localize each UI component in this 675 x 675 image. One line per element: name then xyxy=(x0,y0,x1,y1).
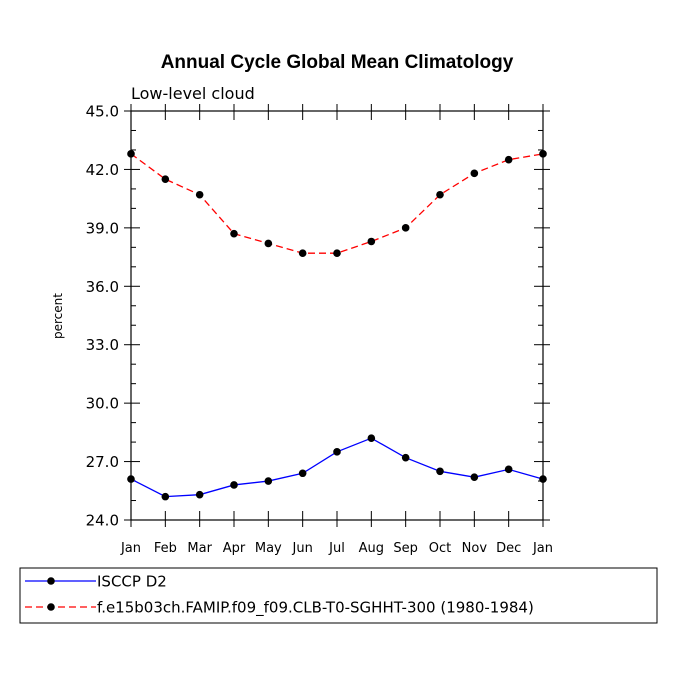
series-2-point xyxy=(264,239,273,248)
series-1-point xyxy=(504,465,513,474)
series-2-point xyxy=(333,249,341,257)
legend-label-1: ISCCP D2 xyxy=(97,573,167,591)
series-1-point xyxy=(401,453,410,462)
series-2-point xyxy=(161,175,170,183)
series-2-point xyxy=(401,224,410,232)
x-tick-labels: Jan Feb Mar Apr May Jun Jul Aug Sep Oct Nov Dec Jan xyxy=(120,541,553,556)
series-1-point xyxy=(264,477,273,485)
x-tick-label: Apr xyxy=(223,541,246,556)
series-1-point xyxy=(436,467,444,476)
legend: ISCCP D2 f.e15b03ch.FAMIP.f09_f09.CLB-T0-… xyxy=(25,573,534,618)
series-1-point xyxy=(161,492,170,501)
series-1-point xyxy=(230,481,238,489)
legend-box xyxy=(19,567,658,624)
axis-ticks xyxy=(124,104,550,527)
plot-frame xyxy=(130,110,544,521)
y-tick-label: 27.0 xyxy=(86,453,119,471)
series-1-point xyxy=(298,469,307,478)
chart-subtitle: Low-level cloud xyxy=(131,84,255,103)
legend-label-2: f.e15b03ch.FAMIP.f09_f09.CLB-T0-SGHHT-30… xyxy=(97,599,534,618)
x-tick-label: Jan xyxy=(532,541,553,556)
x-tick-label: Jul xyxy=(328,541,345,556)
y-tick-label: 39.0 xyxy=(86,219,119,237)
series-2-point xyxy=(470,169,479,178)
x-tick-label: Aug xyxy=(359,541,384,556)
legend-marker-1 xyxy=(47,577,55,585)
series-2-point xyxy=(436,190,444,199)
series-2-point xyxy=(539,150,547,158)
y-axis-label: percent xyxy=(51,293,65,339)
series-line-2 xyxy=(130,153,544,254)
series-1-point xyxy=(470,473,479,481)
series-2-point xyxy=(127,150,135,158)
series-2-point xyxy=(298,249,307,257)
y-tick-label: 45.0 xyxy=(86,103,119,121)
y-tick-label: 33.0 xyxy=(86,336,119,354)
x-tick-label: Sep xyxy=(393,541,418,556)
x-tick-label: Jun xyxy=(292,541,313,556)
series-1-point xyxy=(333,448,341,456)
y-tick-label: 42.0 xyxy=(86,161,119,179)
series-group xyxy=(127,150,547,501)
y-tick-label: 36.0 xyxy=(86,278,119,296)
legend-marker-2 xyxy=(47,603,55,611)
x-tick-label: Mar xyxy=(187,541,212,556)
x-tick-label: Feb xyxy=(154,541,177,556)
x-tick-label: Jan xyxy=(120,541,141,556)
series-2-point xyxy=(230,229,238,238)
series-2-point xyxy=(367,237,376,246)
series-1-point xyxy=(195,490,204,499)
chart-title: Annual Cycle Global Mean Climatology xyxy=(161,52,514,73)
series-1-point xyxy=(367,434,376,443)
series-1-point xyxy=(127,475,135,483)
series-line-1 xyxy=(130,437,544,498)
y-tick-labels: 24.0 27.0 30.0 33.0 36.0 39.0 42.0 45.0 xyxy=(86,103,119,530)
series-2-point xyxy=(504,155,513,164)
y-tick-label: 30.0 xyxy=(86,395,119,413)
series-1-point xyxy=(539,475,547,483)
x-tick-label: May xyxy=(255,541,282,556)
series-2-point xyxy=(195,190,204,199)
x-tick-label: Oct xyxy=(429,541,451,556)
y-tick-label: 24.0 xyxy=(86,512,119,530)
x-tick-label: Dec xyxy=(496,541,521,556)
x-tick-label: Nov xyxy=(462,541,488,556)
